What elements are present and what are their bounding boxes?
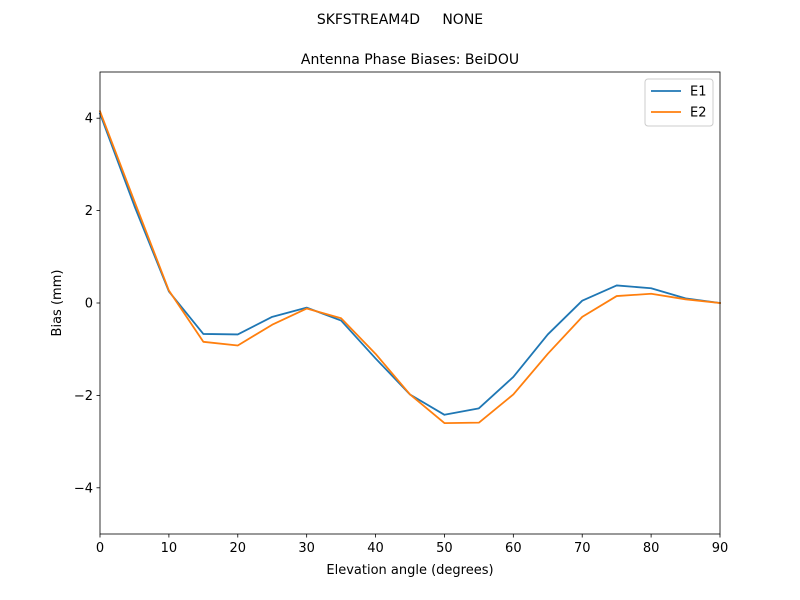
x-tick-label: 50 xyxy=(436,541,453,556)
y-axis-label: Bias (mm) xyxy=(50,270,65,337)
x-tick-label: 30 xyxy=(298,541,315,556)
legend-label-e1: E1 xyxy=(690,85,707,100)
plot-frame xyxy=(99,71,721,535)
x-tick-label: 70 xyxy=(574,541,591,556)
x-axis-label: Elevation angle (degrees) xyxy=(326,563,493,578)
x-tick-label: 20 xyxy=(230,541,247,556)
x-tick-label: 0 xyxy=(96,541,104,556)
x-tick-label: 60 xyxy=(505,541,522,556)
series-layer xyxy=(98,110,722,425)
x-tick-label: 10 xyxy=(161,541,178,556)
y-axis-ticks: −4 −2 0 2 4 xyxy=(74,112,100,496)
legend-label-e2: E2 xyxy=(690,106,707,121)
y-tick-label: −2 xyxy=(74,389,93,404)
y-tick-label: 0 xyxy=(85,297,93,312)
x-tick-label: 80 xyxy=(643,541,660,556)
y-tick-label: −4 xyxy=(74,481,93,496)
y-tick-label: 2 xyxy=(85,204,93,219)
x-tick-label: 40 xyxy=(367,541,384,556)
x-axis-ticks: 0 10 20 30 40 50 60 70 80 90 xyxy=(96,534,728,556)
x-tick-label: 90 xyxy=(712,541,729,556)
plot-area xyxy=(100,72,720,534)
chart-title: Antenna Phase Biases: BeiDOU xyxy=(301,52,519,68)
y-tick-label: 4 xyxy=(85,112,93,127)
series-line-e2 xyxy=(98,110,721,425)
legend: E1 E2 xyxy=(644,78,714,127)
figure-suptitle: SKFSTREAM4D NONE xyxy=(317,12,483,28)
